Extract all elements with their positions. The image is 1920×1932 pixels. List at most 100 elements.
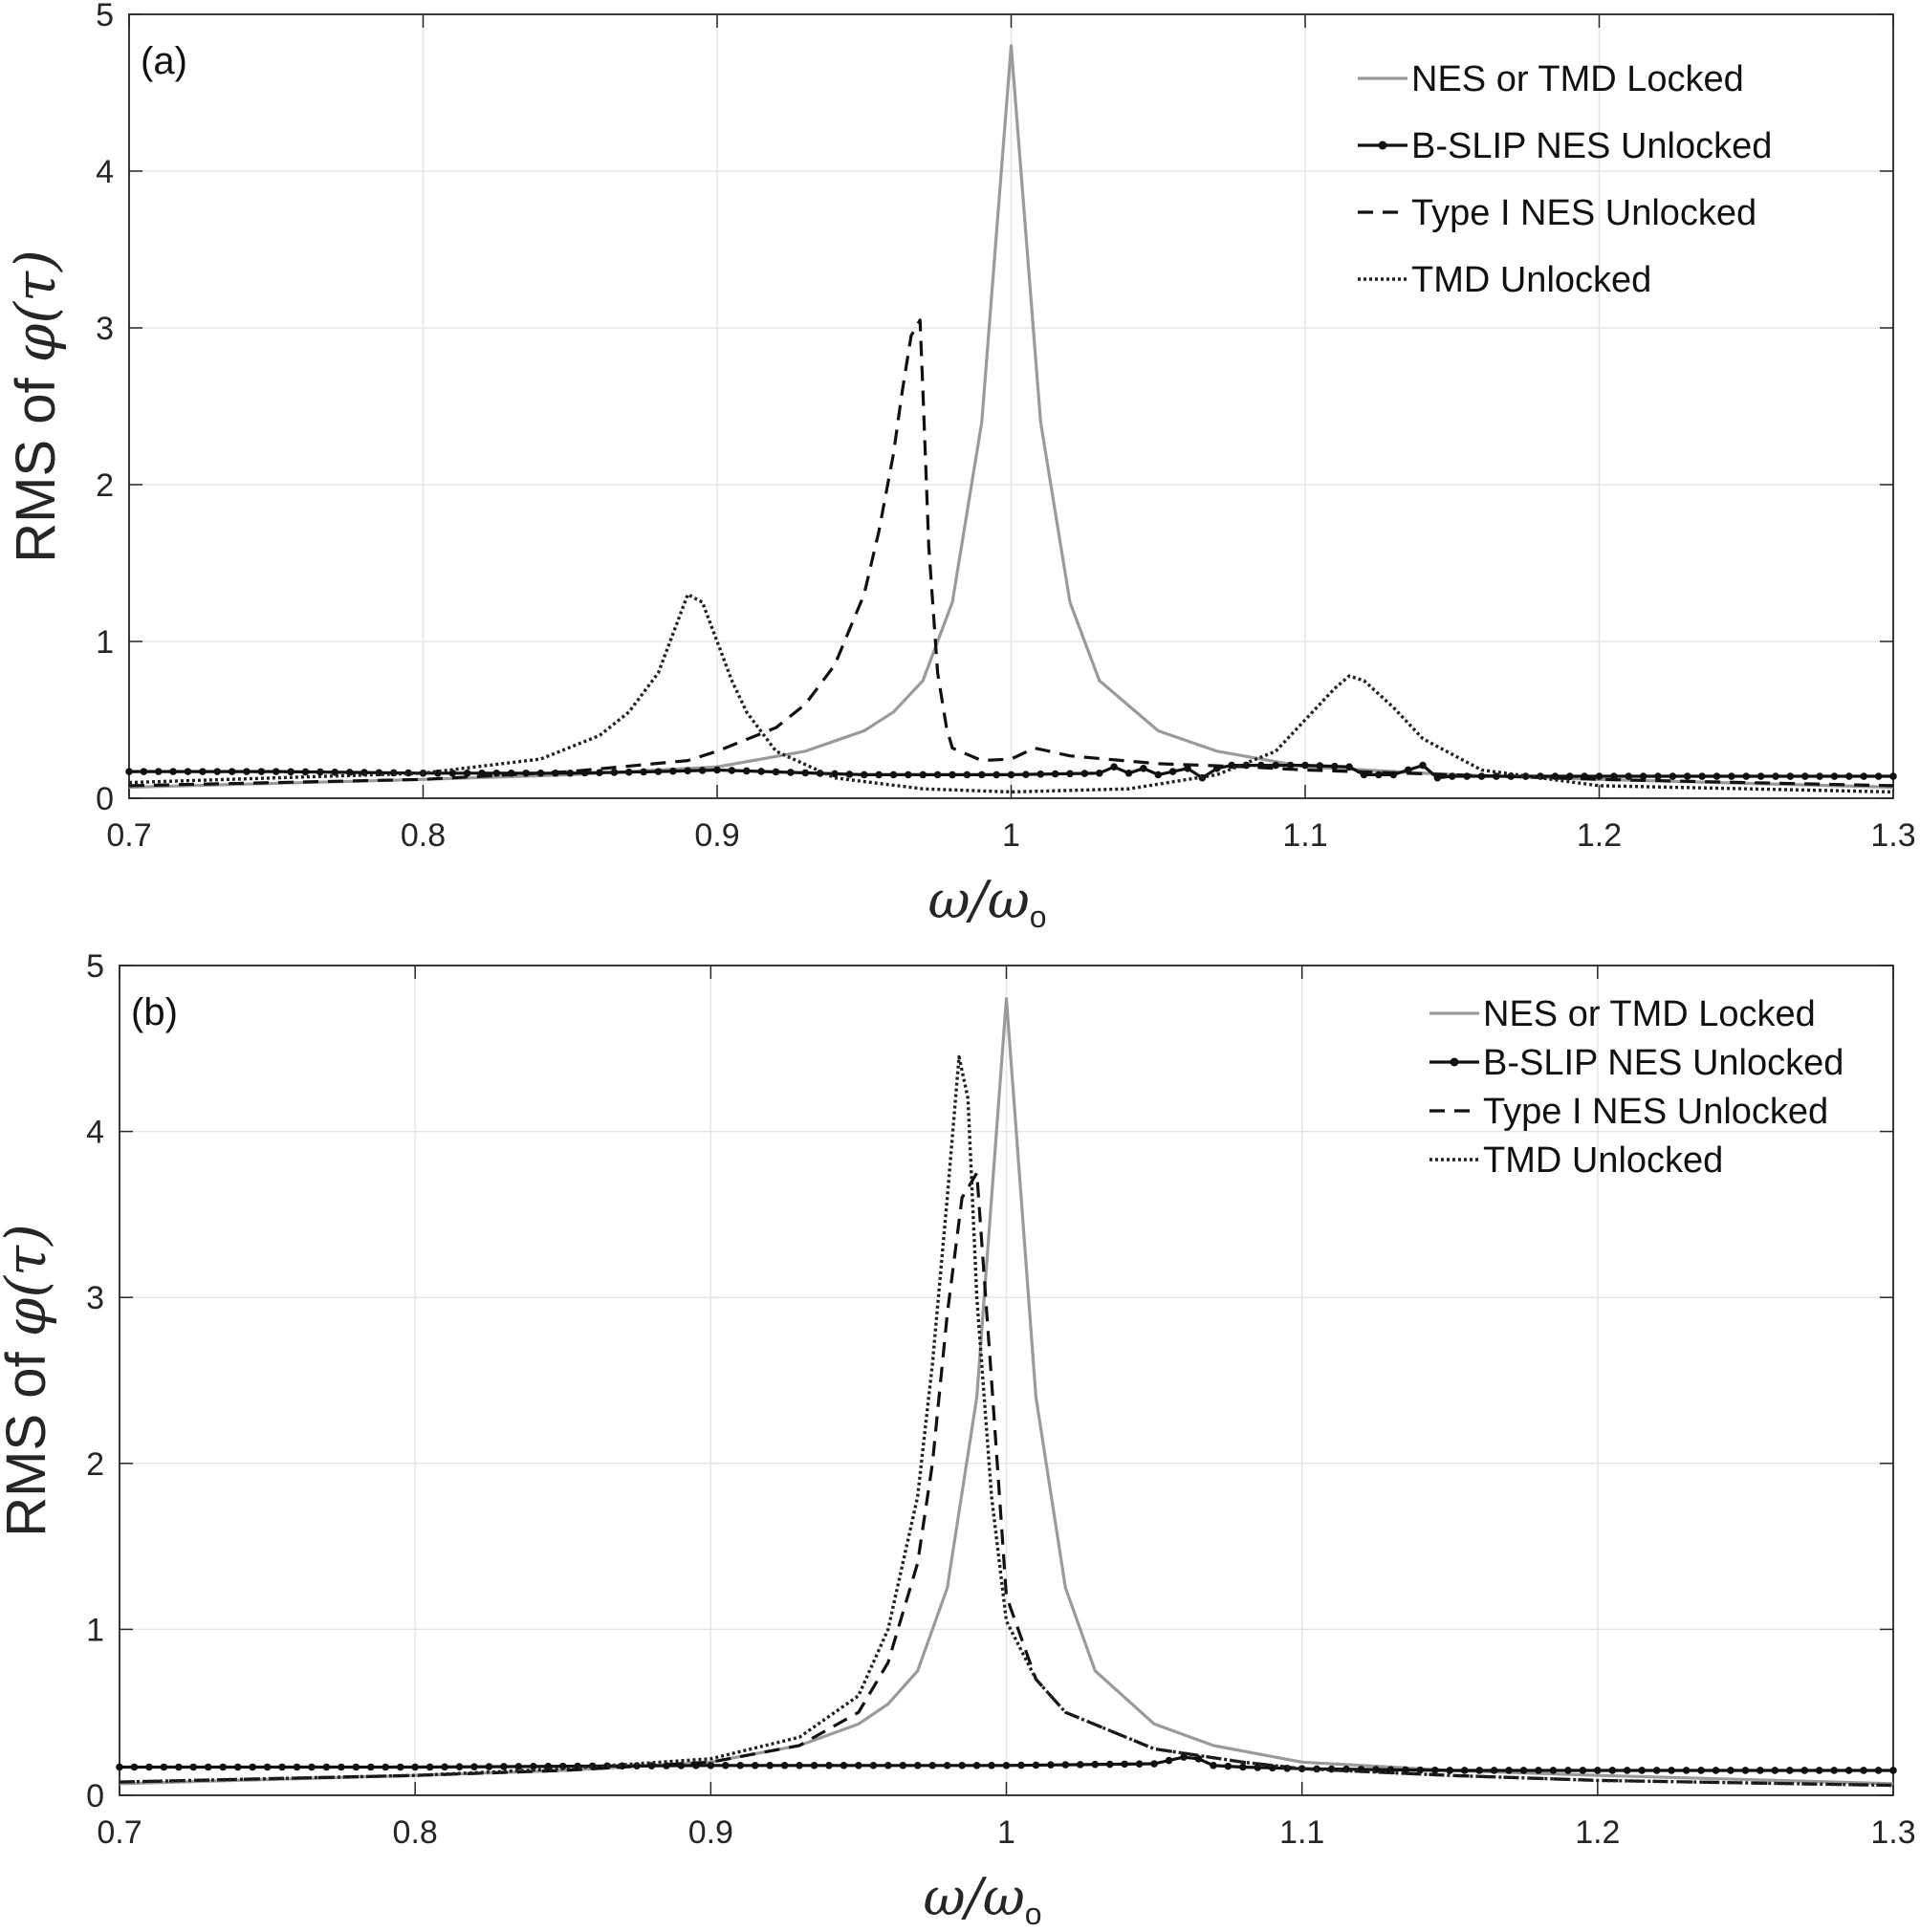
data-point	[352, 1763, 360, 1771]
series-line-tmd-unlocked	[119, 1054, 1894, 1788]
data-point	[596, 769, 603, 777]
data-point	[1330, 762, 1339, 771]
y-tick-label: 4	[86, 1115, 104, 1151]
data-point	[272, 768, 280, 775]
data-point	[721, 1761, 730, 1769]
x-tick-label: 1.3	[1870, 817, 1915, 854]
data-point	[1874, 772, 1883, 780]
data-point	[257, 768, 266, 775]
data-point	[1180, 1753, 1188, 1761]
data-point	[1625, 772, 1633, 780]
data-point	[988, 1761, 995, 1769]
data-point	[1110, 763, 1118, 771]
data-point	[1022, 771, 1030, 778]
data-point	[184, 768, 192, 775]
data-point	[425, 1763, 434, 1771]
data-point	[772, 768, 780, 776]
x-tick-label: 0.7	[97, 1814, 142, 1851]
data-point	[189, 1763, 198, 1771]
data-point	[278, 1763, 286, 1771]
data-point	[492, 769, 501, 777]
data-point	[1638, 1767, 1647, 1774]
data-point	[1165, 1756, 1173, 1765]
data-point	[1623, 1767, 1631, 1774]
data-point	[633, 1762, 641, 1769]
data-point	[1698, 772, 1706, 780]
series-line-type-i-nes-unlocked	[119, 1171, 1894, 1788]
data-point	[1815, 1767, 1823, 1774]
data-point	[1080, 770, 1089, 777]
data-point	[1668, 1767, 1675, 1774]
data-point	[684, 767, 692, 775]
data-point	[1800, 772, 1809, 780]
data-point	[640, 768, 647, 776]
data-point	[1036, 771, 1045, 778]
data-point	[116, 1763, 123, 1771]
data-point	[1535, 1767, 1542, 1774]
data-point	[204, 1763, 212, 1771]
data-point	[1105, 1760, 1114, 1769]
legend-entry: TMD Unlocked	[1483, 1140, 1723, 1181]
data-point	[301, 768, 310, 776]
data-point	[1095, 769, 1103, 777]
data-point	[1121, 1760, 1128, 1769]
data-point	[263, 1763, 272, 1771]
data-point	[1741, 1767, 1750, 1774]
x-axis-label: ω/ωo	[923, 1867, 1041, 1931]
data-point	[1316, 762, 1324, 770]
data-point	[1194, 1755, 1203, 1763]
data-point	[1682, 1767, 1691, 1774]
data-point	[1066, 770, 1074, 778]
data-point	[1874, 1767, 1883, 1774]
data-point	[1756, 1767, 1764, 1774]
data-point	[1490, 1767, 1498, 1774]
data-point	[943, 1761, 951, 1769]
x-tick-label: 0.9	[688, 1814, 733, 1851]
data-point	[249, 1763, 256, 1771]
data-point	[1168, 768, 1177, 775]
data-point	[331, 768, 339, 776]
data-point	[1150, 1760, 1158, 1768]
data-point	[825, 1761, 833, 1769]
data-point	[1800, 1767, 1809, 1774]
data-point	[145, 1763, 153, 1771]
data-point	[1002, 1761, 1011, 1769]
data-point	[1595, 772, 1604, 780]
data-point	[233, 1763, 242, 1771]
data-point	[654, 768, 663, 775]
data-point	[160, 1763, 168, 1771]
legend-entry: B-SLIP NES Unlocked	[1411, 126, 1772, 166]
data-point	[1608, 1767, 1617, 1774]
data-point	[1549, 1767, 1558, 1774]
x-axis-label-subscript: o	[1030, 900, 1047, 934]
data-point	[1184, 765, 1191, 772]
data-point	[1889, 772, 1897, 780]
data-point	[796, 1761, 803, 1769]
data-point	[1032, 1761, 1040, 1769]
data-point	[1017, 1761, 1025, 1769]
x-tick-label: 1.2	[1577, 817, 1622, 854]
data-point	[463, 769, 471, 777]
data-point	[1712, 1767, 1720, 1774]
data-point	[213, 768, 222, 775]
data-point	[1448, 772, 1456, 780]
data-point	[993, 771, 1000, 779]
series-line-nes-or-tmd-locked	[128, 44, 1894, 790]
data-point	[928, 1761, 937, 1769]
data-point	[845, 771, 854, 778]
data-point	[919, 771, 927, 779]
data-point	[1654, 772, 1662, 780]
y-tick-label: 0	[86, 1778, 104, 1814]
x-tick-label: 1	[997, 1814, 1015, 1851]
data-point	[875, 771, 883, 779]
legend-entry: Type I NES Unlocked	[1483, 1092, 1828, 1132]
data-point	[219, 1763, 228, 1771]
data-point	[243, 768, 251, 775]
data-point	[1239, 1763, 1247, 1771]
data-point	[1047, 1761, 1055, 1769]
y-tick-label: 0	[96, 781, 114, 817]
data-point	[889, 771, 898, 779]
y-axis-label: RMS of φ(τ)	[0, 1224, 58, 1536]
data-point	[1404, 766, 1412, 774]
panel-label: (b)	[131, 991, 178, 1033]
